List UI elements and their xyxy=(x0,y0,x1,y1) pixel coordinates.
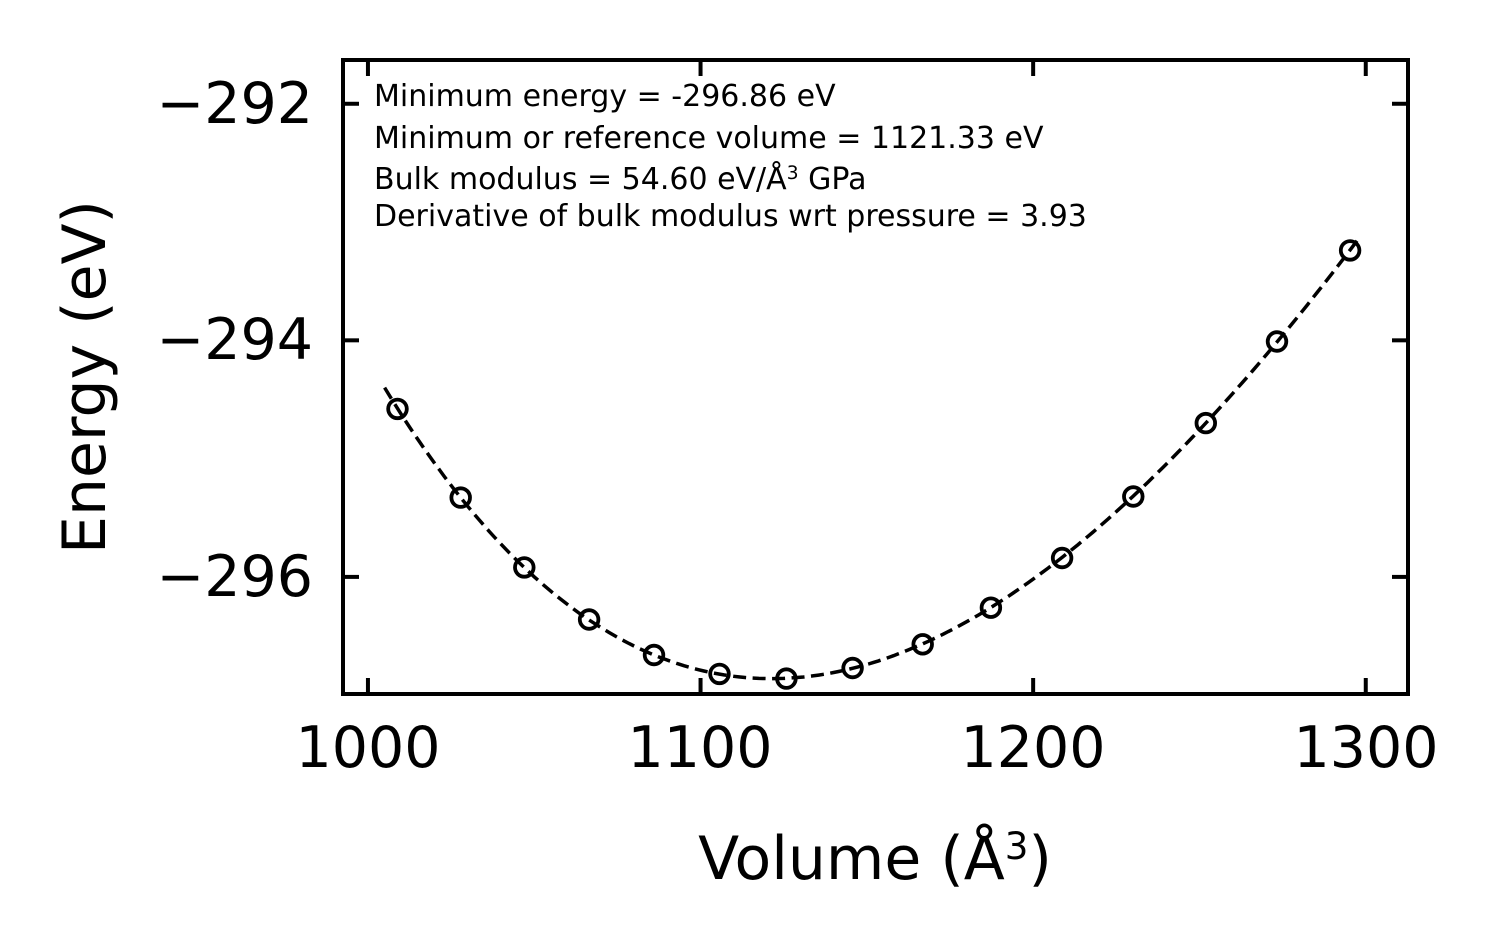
annotation-bulk-modulus-derivative: Derivative of bulk modulus wrt pressure … xyxy=(374,199,1087,234)
eos-fit-dashed-line xyxy=(383,239,1359,681)
data-point-marker xyxy=(1194,411,1218,435)
axes-spines xyxy=(341,58,1410,696)
y-tick-label--292: −292 xyxy=(156,71,313,137)
annotation-bulk-modulus-superscript: 3 xyxy=(786,162,799,184)
data-points xyxy=(386,239,1362,690)
data-point-marker xyxy=(979,596,1003,619)
fit-curve xyxy=(383,239,1359,681)
data-point-marker xyxy=(1050,546,1074,570)
x-tick-label-1300: 1300 xyxy=(1293,715,1439,781)
data-point-marker xyxy=(1338,239,1362,262)
x-axis-label-text: Volume (Å xyxy=(698,824,1005,894)
annotation-min-energy: Minimum energy = -296.86 eV xyxy=(374,79,836,114)
data-point-marker xyxy=(1122,485,1145,508)
y-axis-label: Energy (eV) xyxy=(50,200,120,554)
data-point-marker xyxy=(642,643,666,667)
data-point-marker xyxy=(386,397,409,421)
x-axis-label-close: ) xyxy=(1028,824,1052,894)
data-point-marker xyxy=(775,667,798,690)
plot-frame xyxy=(341,58,1410,696)
y-tick-label--296: −296 xyxy=(156,544,313,610)
x-tick-label-1000: 1000 xyxy=(295,715,441,781)
axis-ticks xyxy=(343,60,1408,694)
x-tick-label-1100: 1100 xyxy=(627,715,773,781)
data-point-marker xyxy=(449,486,472,509)
x-axis-label-superscript: 3 xyxy=(1004,823,1029,868)
x-axis-label: Volume (Å3) xyxy=(575,823,1175,902)
data-point-marker xyxy=(1265,330,1289,353)
data-point-marker xyxy=(708,662,731,686)
data-point-marker xyxy=(841,656,864,680)
data-point-marker xyxy=(911,633,934,656)
annotation-bulk-modulus-text: Bulk modulus = 54.60 eV/Å xyxy=(374,162,787,197)
x-tick-label-1200: 1200 xyxy=(960,715,1106,781)
annotation-bulk-modulus: Bulk modulus = 54.60 eV/Å3 GPa xyxy=(374,162,866,202)
annotation-bulk-modulus-unit: GPa xyxy=(798,162,867,197)
data-point-marker xyxy=(577,608,601,631)
y-tick-label--294: −294 xyxy=(156,307,313,373)
annotation-min-volume: Minimum or reference volume = 1121.33 eV xyxy=(374,121,1044,156)
data-point-marker xyxy=(513,556,536,579)
